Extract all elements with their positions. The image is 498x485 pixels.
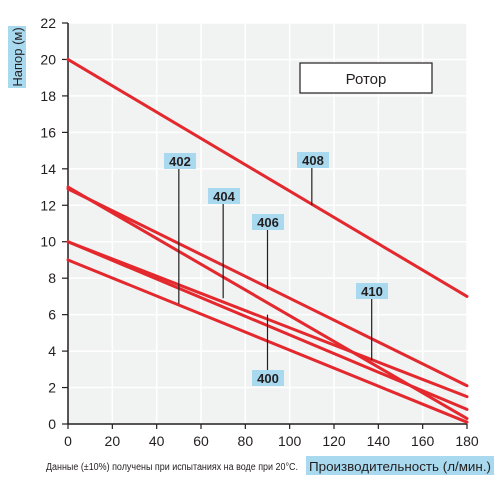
x-tick-label: 140 <box>367 433 391 449</box>
axes: 0 2 4 6 8 10 12 14 16 18 20 22 0 20 40 60 80 100 120 140 160… <box>40 15 478 449</box>
y-axis-title-group: Напор (м) <box>8 26 26 88</box>
x-tick-label: 60 <box>193 433 209 449</box>
y-tick-label: 4 <box>48 343 56 359</box>
series-label-bg-400 <box>252 370 284 386</box>
series-label-406: 406 <box>257 215 279 230</box>
series-line-404 <box>66 185 469 421</box>
series-label-404: 404 <box>213 189 235 204</box>
series-label-402: 402 <box>169 154 191 169</box>
legend-box: Ротор <box>299 62 433 94</box>
series-label-bg-410 <box>356 283 388 299</box>
x-axis-title-group: Производительность (л/мин.) <box>306 456 494 475</box>
legend-title: Ротор <box>346 71 387 88</box>
y-tick-label: 22 <box>40 15 56 31</box>
x-tick-label: 160 <box>411 433 435 449</box>
x-tick-label: 100 <box>278 433 302 449</box>
series-labels: 400 402 404 406 408 410 <box>164 152 388 386</box>
series-line-408 <box>66 57 469 298</box>
y-axis-title-background <box>8 26 26 88</box>
y-tick-label: 0 <box>48 416 56 432</box>
x-axis-title-background <box>306 456 494 475</box>
y-tick-label: 10 <box>40 234 56 250</box>
series-label-400: 400 <box>257 371 279 386</box>
series-label-bg-408 <box>297 152 329 168</box>
series-label-bg-406 <box>252 214 284 230</box>
y-tick-label: 14 <box>40 161 56 177</box>
y-tick-label: 16 <box>40 124 56 140</box>
x-tick-label: 0 <box>64 433 72 449</box>
series-label-410: 410 <box>361 284 383 299</box>
x-tick-label: 20 <box>105 433 121 449</box>
y-tick-label: 8 <box>48 270 56 286</box>
footnote: Данные (±10%) получены при испытаниях на… <box>46 462 298 473</box>
legend-frame <box>299 62 433 94</box>
x-tick-label: 40 <box>149 433 165 449</box>
series-label-bg-404 <box>208 188 240 204</box>
y-tick-label: 12 <box>40 197 56 213</box>
x-tick-label: 80 <box>238 433 254 449</box>
y-tick-label: 20 <box>40 51 56 67</box>
y-tick-label: 6 <box>48 307 56 323</box>
y-axis-title: Напор (м) <box>10 27 25 86</box>
x-tick-label: 120 <box>322 433 346 449</box>
x-axis-title: Производительность (л/мин.) <box>309 459 491 474</box>
y-tick-label: 18 <box>40 88 56 104</box>
series-label-408: 408 <box>302 153 324 168</box>
series-label-bg-402 <box>164 153 196 169</box>
x-tick-label: 180 <box>455 433 479 449</box>
y-tick-label: 2 <box>48 380 56 396</box>
